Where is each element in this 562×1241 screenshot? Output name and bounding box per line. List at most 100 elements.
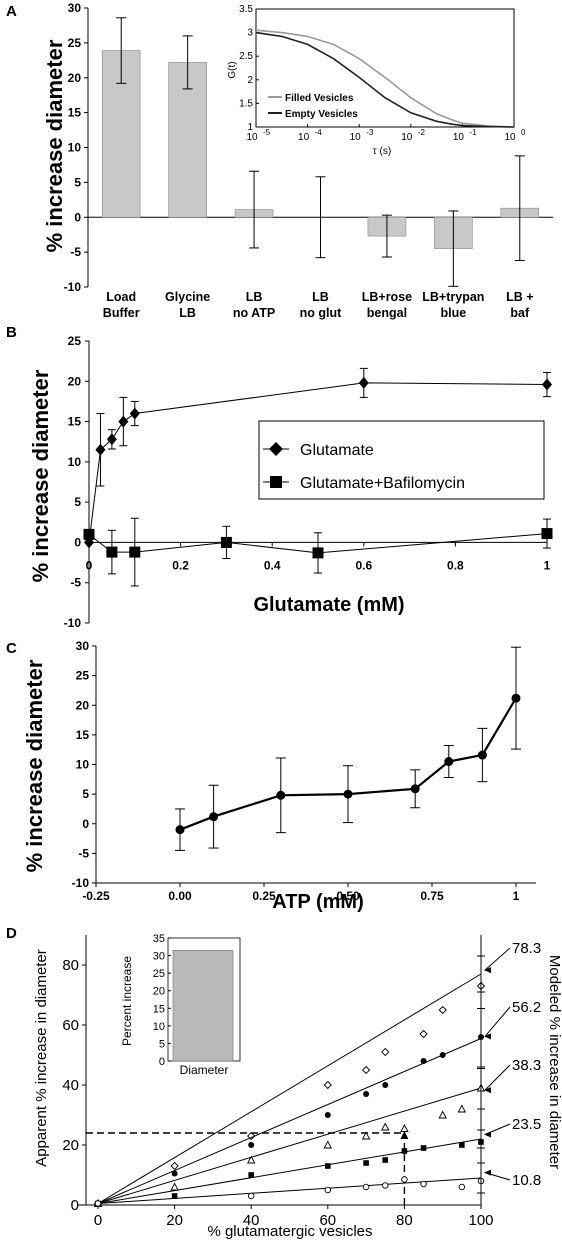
panel-a-ylabel: % increase diameter bbox=[42, 39, 67, 252]
panel-d-right-arrow bbox=[484, 1006, 511, 1037]
panel-a-y-tick-label: -10 bbox=[64, 280, 82, 294]
panel-b-y-tick-label: 0 bbox=[74, 535, 81, 549]
panel-d-right-arrowhead bbox=[484, 1169, 491, 1176]
panel-c-y-tick-label: 25 bbox=[76, 669, 90, 683]
inset-legend-empty: Empty Vesicles bbox=[285, 109, 358, 120]
panel-d-point-square bbox=[382, 1157, 389, 1163]
inset-x-tick-exponent: -3 bbox=[366, 128, 374, 137]
panel-b-y-tick-label: 10 bbox=[68, 455, 82, 469]
panel-d-point-open-circle bbox=[247, 1192, 255, 1200]
panel-d-point-square bbox=[325, 1163, 331, 1169]
panel-d-right-value: 56.2 bbox=[512, 999, 541, 1016]
panel-a-category-label: no ATP bbox=[233, 306, 275, 320]
panel-b-point-glutamate bbox=[95, 443, 106, 456]
panel-a-y-tick-label: 20 bbox=[68, 71, 82, 85]
inset-x-tick-exponent: 0 bbox=[521, 128, 526, 137]
panel-c-point bbox=[477, 750, 487, 760]
panel-c-line bbox=[179, 697, 517, 831]
panel-d-point-open-circle bbox=[401, 1176, 408, 1183]
inset-y-tick-label: 3 bbox=[247, 28, 253, 39]
inset-y-tick-label: 2 bbox=[247, 75, 253, 86]
panel-d-fit-line bbox=[97, 1087, 482, 1204]
panel-d-right-value: 38.3 bbox=[512, 1057, 541, 1074]
panel-b: -10 -5 0 5 10 15 20 25 0 0.2 0.4 0.6 0.8 1 bbox=[64, 334, 553, 630]
panel-c-x-tick-label: 0.00 bbox=[168, 889, 192, 903]
panel-d-right-value: 23.5 bbox=[512, 1116, 541, 1133]
panel-a-y-tick-label: 5 bbox=[74, 175, 81, 189]
panel-d-point-square bbox=[420, 1145, 427, 1151]
panel-d-inset-y-tick-label: 10 bbox=[153, 1021, 165, 1033]
panel-a-category-label: baf bbox=[510, 306, 530, 320]
panel-b-y-tick-label: 25 bbox=[68, 334, 82, 348]
panel-d-point-triangle bbox=[323, 1140, 333, 1149]
inset-x-tick-exponent: -5 bbox=[263, 128, 271, 137]
inset-y-tick-label: 2.5 bbox=[239, 51, 253, 62]
panel-d-right-value: 10.8 bbox=[512, 1172, 541, 1189]
panel-b-x-tick-label: 0.2 bbox=[172, 558, 189, 572]
panel-c-ylabel: % increase diameter bbox=[22, 659, 47, 872]
panel-a-inset-xlabel: τ (s) bbox=[373, 146, 391, 157]
panel-d-point-triangle bbox=[361, 1131, 371, 1140]
panel-c-x-tick-label: 0.50 bbox=[336, 889, 360, 903]
panel-d-point-square bbox=[459, 1142, 465, 1148]
inset-y-tick-label: 1.5 bbox=[239, 98, 253, 109]
panel-a-y-tick-label: 25 bbox=[68, 36, 82, 50]
panel-b-point-bafilomycin bbox=[83, 528, 95, 540]
panel-b-x-tick-label: 0.4 bbox=[264, 558, 281, 572]
panel-a-inset-ylabel: G(t) bbox=[227, 61, 238, 78]
panel-d-inset-bar bbox=[172, 949, 234, 1062]
panel-d-point-diamond bbox=[419, 1029, 428, 1039]
inset-x-tick-exponent: -2 bbox=[418, 128, 426, 137]
panel-c-y-tick-label: 30 bbox=[76, 639, 90, 653]
panel-d-fit-line bbox=[97, 973, 482, 1204]
panel-d-inset-y-tick-label: 20 bbox=[153, 986, 165, 998]
panel-d-right-arrowhead bbox=[484, 1131, 491, 1138]
panel-d-inset-ylabel: Percent increase bbox=[120, 956, 134, 1046]
panel-d-point-diamond bbox=[323, 1080, 332, 1090]
inset-x-tick-label: 10 bbox=[298, 132, 310, 143]
legend-entry-glutamate: Glutamate bbox=[300, 442, 374, 459]
panel-d-inset-y-tick-label: 25 bbox=[153, 968, 165, 980]
panel-d-point-diamond bbox=[361, 1065, 371, 1075]
panel-d-right-arrowhead bbox=[484, 1033, 491, 1040]
inset-y-tick-label: 3.5 bbox=[239, 4, 253, 15]
panel-c-point bbox=[343, 789, 353, 799]
inset-x-tick-label: 10 bbox=[350, 132, 362, 143]
panel-d-point-square bbox=[171, 1193, 178, 1199]
panel-d-x-tick-label: 20 bbox=[166, 1212, 183, 1229]
panel-d-x-tick-label: 40 bbox=[243, 1212, 260, 1229]
panel-b-legend bbox=[258, 420, 545, 500]
panel-d-point-diamond bbox=[438, 1005, 447, 1015]
inset-line-empty-vesicles bbox=[255, 31, 515, 128]
panel-c-y-tick-label: -5 bbox=[78, 846, 89, 860]
panel-c-x-tick-label: 0.25 bbox=[252, 889, 276, 903]
panel-c-x-tick-label: 0.75 bbox=[420, 889, 444, 903]
panel-a-inset-frame bbox=[255, 8, 515, 128]
panel-a-category-label: bengal bbox=[367, 306, 407, 320]
panel-label-b: B bbox=[6, 324, 17, 341]
inset-x-tick-exponent: -1 bbox=[469, 128, 477, 137]
panel-d-point-diamond bbox=[170, 1161, 179, 1171]
panel-b-point-glutamate bbox=[358, 376, 369, 389]
panel-d-point-filled-circle bbox=[248, 1142, 255, 1148]
panel-c-point bbox=[511, 693, 521, 703]
panel-b-y-tick-label: 20 bbox=[68, 374, 82, 388]
panel-b-x-tick-label: 0.8 bbox=[447, 558, 464, 572]
panel-c-y-tick-label: 5 bbox=[82, 787, 89, 801]
panel-d-inset-category: Diameter bbox=[180, 1063, 229, 1077]
panel-d-point-filled-circle bbox=[363, 1091, 370, 1097]
panel-c-x-tick-label: -0.25 bbox=[82, 889, 110, 903]
panel-d-fit-line bbox=[97, 1038, 482, 1204]
panel-d-xlabel: % glutamatergic vesicles bbox=[207, 1223, 372, 1240]
panel-d-point-square bbox=[248, 1172, 254, 1178]
panel-c-point bbox=[444, 757, 454, 767]
panel-d-point-open-circle bbox=[382, 1182, 389, 1189]
panel-d-right-label: Modeled % increase in diameter bbox=[546, 955, 562, 1169]
panel-b-ylabel: % increase diameter bbox=[28, 369, 53, 582]
panel-c-point bbox=[276, 790, 286, 800]
panel-a-category-label: LB + bbox=[506, 290, 533, 304]
panel-d-point-triangle bbox=[400, 1124, 409, 1132]
panel-d-point-open-circle bbox=[362, 1183, 370, 1191]
